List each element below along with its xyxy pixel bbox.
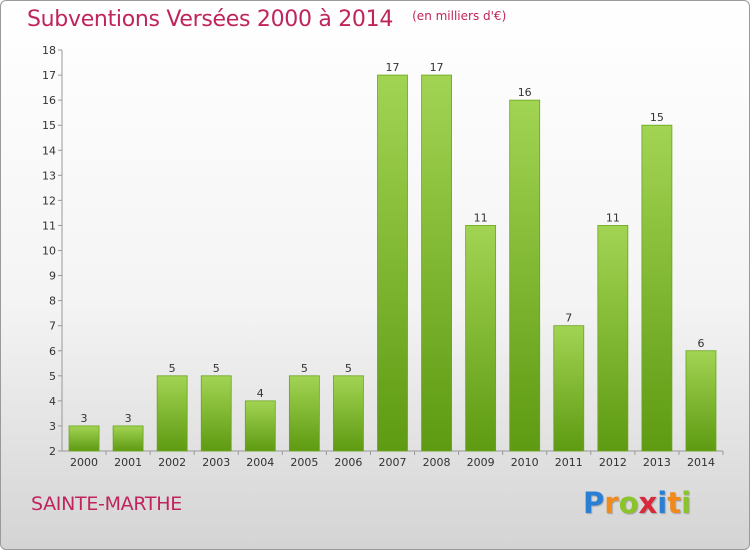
x-tick-label: 2012 — [599, 456, 627, 469]
bar-2000 — [68, 425, 100, 452]
data-label-2012: 11 — [606, 211, 620, 224]
data-label-2001: 3 — [125, 412, 132, 425]
y-axis: 2 3 4 5 6 7 8 9 10 11 12 13 14 15 16 17 18 — [42, 44, 63, 458]
y-tick-label: 6 — [49, 345, 56, 358]
bar-2005 — [288, 375, 320, 452]
commune-name: SAINTE-MARTHE — [31, 493, 182, 515]
x-tick-label: 2014 — [687, 456, 715, 469]
logo-letter: x — [638, 486, 658, 520]
y-tick-label: 9 — [49, 270, 56, 283]
proxiti-logo[interactable]: Proxiti — [583, 486, 691, 520]
x-tick-label: 2002 — [158, 456, 186, 469]
x-tick-label: 2001 — [114, 456, 142, 469]
data-label-2002: 5 — [169, 362, 176, 375]
x-tick-label: 2013 — [643, 456, 671, 469]
y-tick-label: 12 — [42, 194, 56, 207]
data-label-2010: 16 — [518, 86, 532, 99]
chart-subtitle: (en milliers d'€) — [412, 9, 507, 23]
bar-2010 — [509, 99, 541, 452]
x-tick-label: 2010 — [511, 456, 539, 469]
data-label-2011: 7 — [565, 312, 572, 325]
logo-letter: t — [667, 486, 682, 520]
data-label-2014: 6 — [697, 337, 704, 350]
bar-2013 — [641, 124, 673, 452]
bar-2006 — [333, 375, 364, 452]
y-tick-label: 7 — [49, 320, 56, 333]
y-tick-label: 3 — [49, 420, 56, 433]
x-tick-label: 2004 — [246, 456, 274, 469]
logo-letter: P — [583, 486, 605, 520]
logo-letter: r — [604, 486, 619, 520]
bar-2011 — [553, 325, 585, 452]
y-tick-label: 18 — [42, 44, 56, 57]
x-tick-label: 2009 — [467, 456, 495, 469]
bar-2009 — [465, 225, 497, 452]
logo-letter: o — [618, 486, 639, 520]
y-tick-label: 2 — [49, 445, 56, 458]
x-tick-label: 2000 — [70, 456, 98, 469]
bar-2002 — [156, 375, 188, 452]
x-tick-label: 2008 — [423, 456, 451, 469]
bar-2008 — [421, 74, 452, 452]
bar-2001 — [112, 425, 144, 452]
x-tick-label: 2011 — [555, 456, 583, 469]
data-label-2007: 17 — [386, 61, 400, 74]
x-tick-label: 2003 — [202, 456, 230, 469]
y-tick-label: 13 — [42, 169, 56, 182]
y-tick-label: 15 — [42, 119, 56, 132]
data-label-2003: 5 — [213, 362, 220, 375]
y-tick-label: 5 — [49, 370, 56, 383]
bars: 3 3 5 5 4 5 5 17 17 11 16 7 11 15 6 — [68, 61, 717, 452]
x-tick-label: 2005 — [290, 456, 318, 469]
y-tick-label: 8 — [49, 295, 56, 308]
data-label-2008: 17 — [430, 61, 444, 74]
title-row: Subventions Versées 2000 à 2014 (en mill… — [27, 7, 506, 32]
data-label-2004: 4 — [257, 387, 264, 400]
logo-letter: i — [657, 486, 668, 520]
y-tick-label: 4 — [49, 395, 56, 408]
logo-letter: i — [681, 486, 692, 520]
x-tick-label: 2007 — [379, 456, 407, 469]
bar-2003 — [200, 375, 232, 452]
y-tick-label: 17 — [42, 69, 56, 82]
bar-2012 — [597, 225, 629, 452]
y-tick-label: 14 — [42, 144, 56, 157]
data-label-2009: 11 — [474, 211, 488, 224]
bar-2014 — [685, 350, 717, 452]
bar-2007 — [377, 74, 408, 452]
data-label-2005: 5 — [301, 362, 308, 375]
chart-title: Subventions Versées 2000 à 2014 — [27, 7, 394, 32]
x-axis: 2000 2001 2002 2003 2004 2005 2006 2007 2008 2009… — [62, 450, 724, 469]
x-tick-label: 2006 — [334, 456, 362, 469]
data-label-2006: 5 — [345, 362, 352, 375]
data-label-2000: 3 — [81, 412, 88, 425]
y-tick-label: 10 — [42, 245, 56, 258]
bar-2004 — [244, 400, 276, 452]
y-tick-label: 11 — [42, 219, 56, 232]
y-tick-label: 16 — [42, 94, 56, 107]
data-label-2013: 15 — [650, 111, 664, 124]
